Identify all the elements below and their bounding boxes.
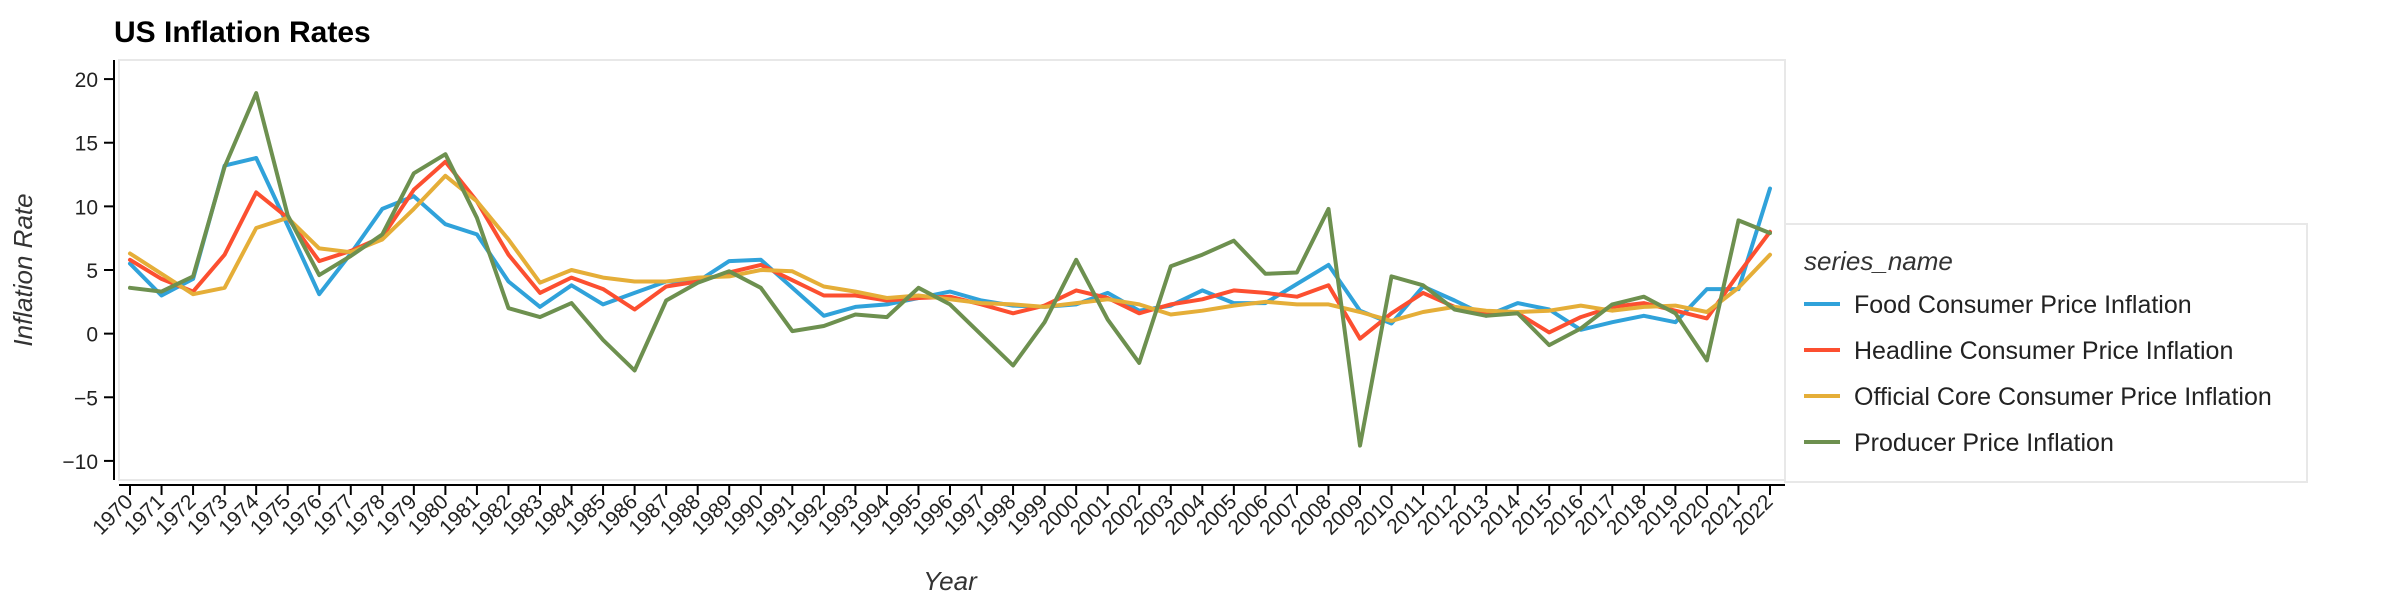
legend-item-label: Producer Price Inflation — [1854, 429, 2114, 457]
y-tick-label: 0 — [86, 324, 98, 347]
legend-title: series_name — [1804, 246, 1953, 276]
plot-area — [118, 59, 1786, 481]
legend: series_name Food Consumer Price Inflatio… — [1784, 223, 2308, 483]
legend-items: Food Consumer Price Inflation Headline Co… — [1804, 291, 2272, 457]
y-tick-label: 10 — [75, 196, 98, 219]
legend-item-label: Headline Consumer Price Inflation — [1854, 337, 2233, 365]
y-tick-label: −10 — [62, 451, 98, 474]
y-tick-label: 15 — [75, 133, 98, 156]
legend-box — [1784, 223, 2308, 483]
y-axis: −10 −5 0 5 10 15 20 — [62, 60, 115, 480]
chart-title: US Inflation Rates — [114, 16, 371, 49]
series-line-4 — [128, 91, 1772, 448]
series-line-3 — [128, 173, 1772, 323]
series-lines — [128, 91, 1772, 448]
legend-item-label: Food Consumer Price Inflation — [1854, 291, 2192, 319]
y-tick-label: −5 — [74, 387, 98, 410]
x-axis: 1970197119721973197419751976197719781979… — [88, 484, 1785, 540]
y-tick-label: 20 — [75, 69, 98, 92]
legend-item-label: Official Core Consumer Price Inflation — [1854, 383, 2272, 411]
y-tick-label: 5 — [86, 260, 98, 283]
y-axis-label: Inflation Rate — [8, 193, 38, 346]
x-axis-label: Year — [923, 566, 978, 596]
